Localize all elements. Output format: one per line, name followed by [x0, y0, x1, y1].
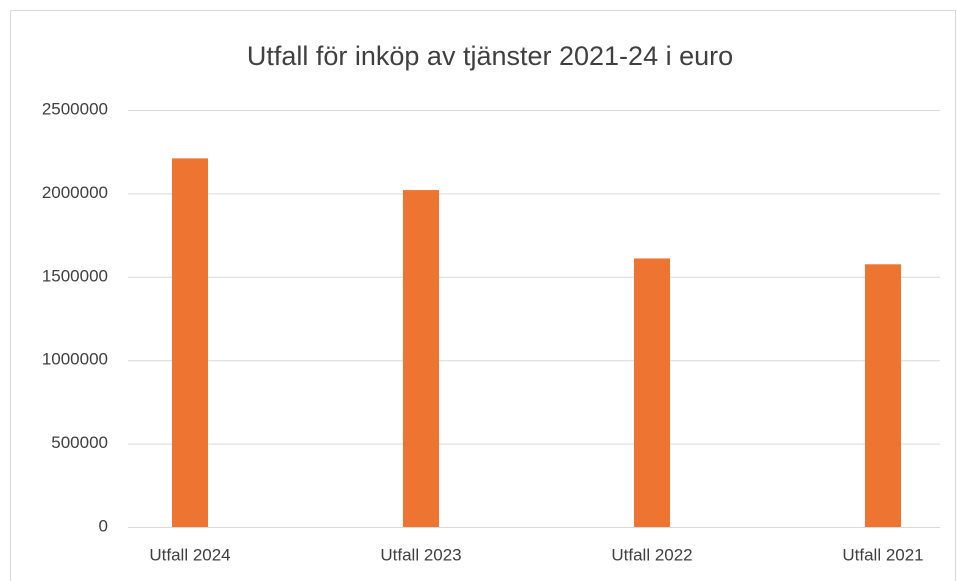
- chart-frame: [10, 10, 956, 581]
- y-tick-label: 1500000: [42, 266, 108, 285]
- bar: [634, 258, 670, 527]
- y-tick-label: 1000000: [42, 350, 108, 369]
- y-tick-label: 2000000: [42, 183, 108, 202]
- x-tick-label: Utfall 2024: [149, 545, 230, 564]
- bar: [403, 190, 439, 527]
- y-tick-label: 500000: [51, 433, 108, 452]
- y-tick-label: 2500000: [42, 99, 108, 118]
- bar: [865, 264, 901, 527]
- chart-title: Utfall för inköp av tjänster 2021-24 i e…: [247, 41, 733, 71]
- y-tick-label: 0: [99, 516, 108, 535]
- x-tick-label: Utfall 2021: [842, 545, 923, 564]
- x-tick-label: Utfall 2022: [611, 545, 692, 564]
- bar: [172, 158, 208, 527]
- x-tick-label: Utfall 2023: [380, 545, 461, 564]
